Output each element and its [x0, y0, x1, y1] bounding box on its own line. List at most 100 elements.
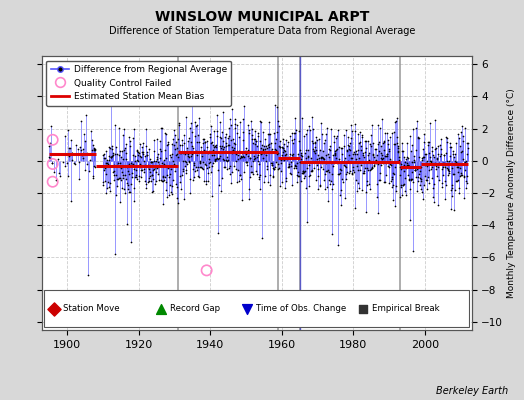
Point	[403, 172, 412, 178]
Point	[191, 149, 200, 155]
Point	[454, 164, 462, 170]
Point	[282, 136, 291, 143]
Point	[80, 138, 89, 144]
Point	[127, 181, 135, 187]
Point	[400, 162, 409, 168]
Point	[105, 144, 114, 150]
Point	[165, 162, 173, 169]
Point	[185, 159, 193, 165]
Point	[381, 160, 390, 166]
Point	[393, 115, 401, 122]
Point	[370, 160, 379, 166]
Point	[419, 139, 428, 146]
Point	[174, 303, 182, 309]
Point	[409, 179, 417, 185]
Point	[413, 135, 422, 141]
Point	[334, 159, 342, 166]
Point	[79, 154, 88, 161]
Point	[369, 140, 378, 146]
Point	[385, 164, 394, 170]
Point	[202, 178, 210, 184]
Point	[396, 194, 405, 200]
Point	[112, 172, 120, 178]
Point	[249, 136, 258, 142]
Point	[70, 160, 79, 166]
Point	[294, 151, 302, 157]
Point	[132, 174, 140, 180]
Point	[160, 130, 169, 136]
Point	[310, 139, 319, 145]
Point	[270, 140, 279, 146]
Point	[302, 155, 310, 161]
Point	[372, 145, 380, 152]
Point	[99, 182, 107, 188]
Point	[435, 142, 444, 148]
Point	[235, 172, 244, 178]
Point	[107, 153, 116, 160]
Point	[202, 181, 210, 187]
Point	[247, 118, 255, 124]
Point	[424, 139, 432, 145]
Point	[217, 135, 225, 142]
Point	[403, 162, 411, 168]
Point	[442, 303, 451, 309]
Point	[234, 167, 243, 173]
Point	[146, 173, 155, 180]
Point	[196, 164, 205, 170]
Point	[336, 192, 344, 198]
Point	[296, 146, 304, 153]
Point	[423, 174, 432, 180]
Point	[431, 159, 440, 166]
Point	[248, 169, 257, 175]
Point	[224, 135, 233, 142]
Point	[133, 176, 141, 182]
Point	[365, 181, 374, 188]
Point	[173, 184, 182, 190]
Point	[225, 141, 234, 148]
Point	[134, 149, 142, 155]
Point	[438, 166, 446, 172]
Point	[308, 114, 316, 120]
Point	[288, 182, 297, 188]
Point	[395, 160, 403, 166]
Point	[325, 181, 334, 188]
Point	[178, 142, 187, 149]
Point	[358, 134, 366, 140]
Point	[272, 146, 280, 153]
Point	[364, 159, 373, 166]
Point	[272, 159, 280, 165]
Point	[56, 173, 64, 179]
Point	[384, 163, 392, 169]
Point	[327, 177, 335, 184]
Point	[315, 155, 323, 161]
Point	[154, 170, 162, 177]
Point	[47, 123, 55, 130]
Point	[157, 177, 165, 183]
Point	[67, 198, 75, 204]
Point	[308, 167, 316, 174]
Point	[136, 164, 144, 170]
Point	[317, 154, 325, 161]
Point	[141, 153, 149, 159]
Point	[328, 171, 336, 177]
Point	[149, 167, 158, 173]
Point	[75, 158, 83, 165]
Point	[380, 179, 389, 185]
Point	[118, 175, 127, 181]
Point	[409, 158, 418, 165]
Point	[281, 152, 289, 158]
Point	[385, 303, 394, 309]
Point	[89, 174, 97, 181]
Point	[331, 150, 340, 157]
Point	[124, 185, 133, 192]
Point	[291, 127, 300, 134]
Point	[324, 176, 333, 183]
Point	[199, 140, 208, 146]
Point	[250, 155, 258, 162]
Point	[275, 123, 283, 130]
Point	[317, 154, 325, 160]
Point	[128, 170, 137, 176]
Point	[214, 166, 223, 173]
Point	[245, 129, 253, 136]
Point	[401, 175, 409, 181]
